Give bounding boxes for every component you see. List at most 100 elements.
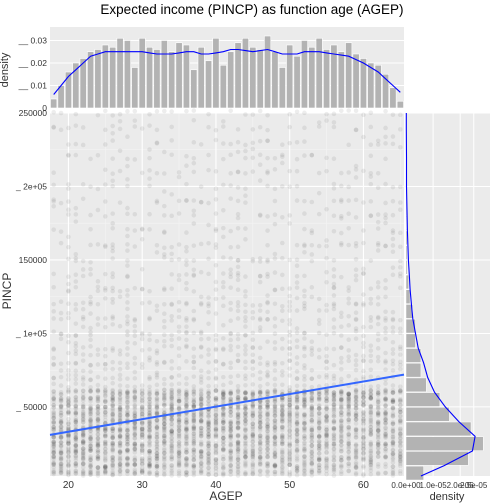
scatter-point: [206, 460, 211, 465]
scatter-point: [132, 446, 138, 451]
scatter-point: [58, 229, 64, 234]
scatter-point: [117, 450, 123, 456]
scatter-point: [221, 442, 226, 448]
scatter-point: [125, 394, 130, 400]
scatter-point: [398, 326, 403, 331]
scatter-point: [51, 346, 56, 351]
scatter-point: [339, 396, 344, 402]
scatter-point: [287, 308, 292, 313]
scatter-point: [103, 199, 108, 204]
scatter-point: [154, 375, 160, 380]
scatter-point: [361, 451, 366, 456]
scatter-point: [213, 375, 219, 381]
scatter-point: [73, 450, 79, 456]
scatter-point: [66, 472, 71, 478]
scatter-point: [221, 456, 226, 462]
scatter-point: [132, 413, 138, 419]
scatter-point: [169, 403, 174, 409]
scatter-point: [302, 303, 307, 309]
scatter-point: [235, 198, 241, 204]
scatter-point: [73, 361, 79, 366]
scatter-point: [88, 398, 93, 404]
scatter-point: [95, 396, 101, 402]
scatter-point: [383, 441, 388, 447]
scatter-point: [361, 418, 366, 424]
scatter-point: [139, 336, 145, 342]
scatter-point: [66, 461, 71, 467]
scatter-point: [198, 389, 204, 394]
scatter-point: [162, 450, 167, 456]
scatter-point: [103, 391, 108, 396]
scatter-point: [257, 449, 263, 455]
scatter-point: [125, 263, 130, 268]
scatter-point: [73, 394, 79, 400]
scatter-point: [383, 388, 388, 394]
scatter-point: [162, 255, 167, 260]
scatter-point: [257, 361, 263, 367]
scatter-point: [162, 446, 167, 451]
scatter-point: [132, 395, 138, 401]
scatter-point: [191, 198, 197, 203]
scatter-point: [88, 470, 93, 475]
scatter-point: [88, 457, 93, 463]
scatter-point: [88, 395, 93, 401]
scatter-point: [95, 427, 101, 432]
scatter-point: [66, 454, 71, 460]
scatter-point: [346, 225, 351, 231]
scatter-point: [80, 453, 86, 459]
scatter-point: [198, 329, 204, 335]
scatter-point: [221, 271, 226, 276]
scatter-point: [235, 270, 241, 276]
scatter-point: [390, 329, 396, 335]
scatter-point: [206, 427, 211, 433]
scatter-point: [191, 425, 197, 430]
scatter-point: [169, 387, 174, 393]
scatter-point: [66, 440, 71, 446]
scatter-point: [162, 229, 167, 234]
scatter-point: [51, 427, 56, 432]
scatter-point: [147, 462, 152, 468]
scatter-point: [198, 428, 204, 433]
scatter-point: [51, 392, 56, 397]
scatter-point: [184, 315, 189, 321]
scatter-point: [125, 468, 130, 473]
scatter-point: [162, 324, 167, 330]
scatter-point: [198, 397, 204, 402]
scatter-point: [162, 391, 167, 397]
scatter-point: [132, 462, 138, 468]
scatter-point: [191, 389, 197, 394]
scatter-point: [132, 394, 138, 399]
scatter-point: [213, 432, 219, 437]
scatter-point: [88, 212, 93, 218]
scatter-point: [73, 448, 79, 454]
scatter-point: [147, 404, 152, 409]
scatter-point: [58, 449, 64, 454]
scatter-point: [73, 411, 79, 416]
scatter-point: [125, 456, 130, 461]
scatter-point: [184, 417, 189, 423]
scatter-point: [117, 200, 123, 205]
scatter-point: [176, 428, 182, 434]
scatter-point: [287, 213, 292, 218]
scatter-point: [287, 339, 292, 345]
scatter-point: [88, 467, 93, 473]
scatter-point: [353, 326, 359, 331]
scatter-point: [154, 472, 160, 478]
scatter-point: [280, 465, 285, 471]
scatter-point: [176, 455, 182, 460]
scatter-point: [287, 457, 292, 463]
scatter-point: [176, 459, 182, 464]
scatter-point: [294, 449, 300, 454]
scatter-point: [390, 451, 396, 456]
scatter-point: [95, 442, 101, 448]
scatter-point: [324, 392, 329, 397]
scatter-point: [206, 472, 211, 477]
scatter-point: [176, 449, 182, 454]
scatter-point: [154, 396, 160, 402]
scatter-point: [176, 424, 182, 430]
scatter-point: [316, 462, 322, 468]
scatter-point: [73, 448, 79, 454]
scatter-point: [198, 453, 204, 459]
scatter-point: [198, 461, 204, 466]
scatter-point: [257, 273, 263, 279]
